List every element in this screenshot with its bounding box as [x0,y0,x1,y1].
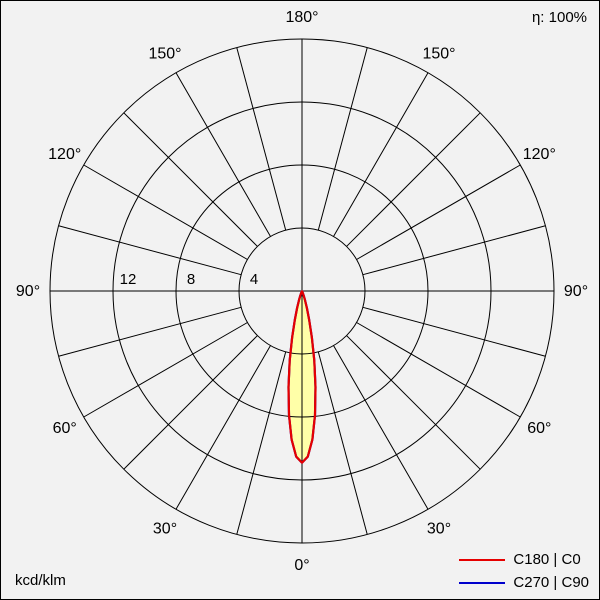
unit-label: kcd/klm [15,572,66,589]
legend-item-c90: C270 | C90 [459,573,589,593]
angle-label: 120° [523,146,556,163]
scale-label: 8 [187,271,195,288]
angle-label: 150° [422,46,455,63]
polar-grid [49,38,555,544]
angle-label: 30° [153,520,177,537]
grid-spoke [83,164,248,260]
angle-label: 60° [527,420,551,437]
grid-spoke [333,345,429,510]
grid-spoke [175,345,271,510]
angle-label: 150° [148,46,181,63]
grid-spoke [123,112,258,247]
grid-spoke [123,335,258,470]
angle-label: 120° [48,146,81,163]
grid-spoke [317,351,368,535]
grid-spoke [362,306,546,357]
legend-label-c90: C270 | C90 [513,574,589,591]
grid-spoke [236,47,287,231]
grid-spoke [346,335,481,470]
angle-label: 60° [53,420,77,437]
grid-spoke [356,322,521,418]
grid-spoke [362,225,546,276]
legend-line-red-icon [459,559,506,561]
grid-spoke [175,72,271,237]
angle-label: 0° [294,557,309,574]
curve-c180-c0 [287,290,317,464]
legend-line-blue-icon [459,582,506,584]
legend-label-c0: C180 | C0 [513,551,581,568]
grid-spoke [333,72,429,237]
angle-label: 90° [16,283,40,300]
grid-spoke [317,47,368,231]
grid-spoke [236,351,287,535]
legend: C180 | C0 C270 | C90 [459,550,589,593]
scale-label: 4 [250,271,258,288]
angle-label: 90° [564,283,588,300]
grid-spoke [58,225,242,276]
grid-spoke [83,322,248,418]
angle-label: 180° [285,9,318,26]
grid-spoke [356,164,521,260]
angle-label: 30° [427,520,451,537]
grid-spoke [346,112,481,247]
legend-item-c0: C180 | C0 [459,550,589,570]
grid-spoke [58,306,242,357]
efficiency-label: η: 100% [531,9,587,26]
scale-label: 12 [120,271,137,288]
